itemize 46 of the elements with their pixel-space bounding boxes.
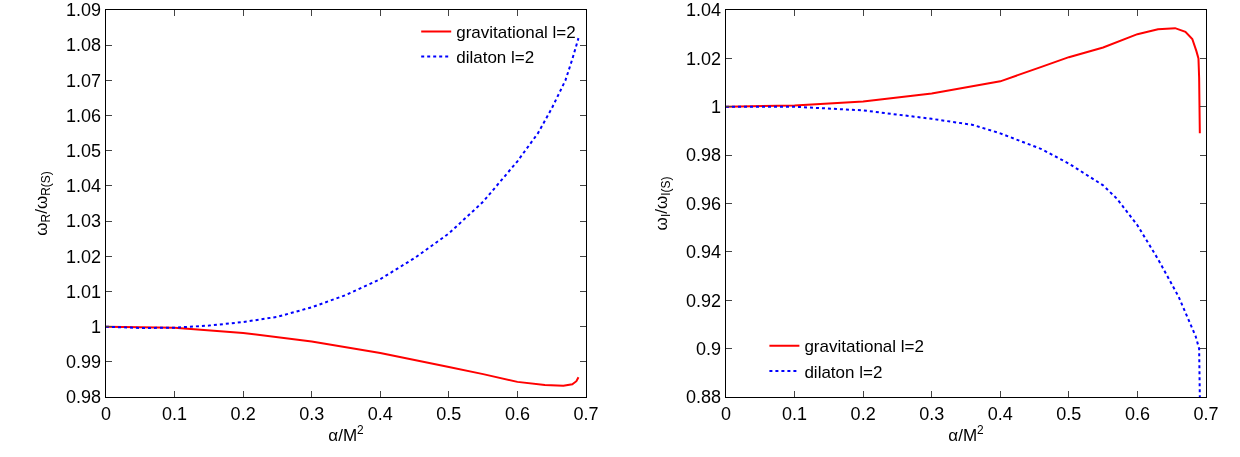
y-tick-label: 1.08	[66, 35, 102, 56]
x-tick-label: 0.5	[1056, 403, 1082, 424]
y-tick-label: 1.09	[66, 0, 102, 21]
y-tick-label: 1.03	[66, 211, 102, 232]
y-tick-label: 0.99	[66, 352, 102, 373]
y-tick-label: 0.94	[686, 242, 722, 263]
y-tick-label: 0.98	[66, 387, 102, 408]
x-axis-title: α/M$^{2}$	[948, 423, 985, 446]
y-tick-label: 1.06	[66, 105, 102, 126]
y-tick-label: 1.01	[66, 281, 102, 302]
legend-label: gravitational l=2	[456, 23, 576, 43]
x-tick-label: 0.5	[436, 403, 462, 424]
y-tick-label: 0.92	[686, 290, 722, 311]
line-series	[726, 105, 1201, 397]
x-tick-label: 0.4	[367, 403, 393, 424]
x-tick-label: 0.1	[162, 403, 188, 424]
x-tick-label: 0.2	[230, 403, 256, 424]
y-tick-label: 1.07	[66, 70, 102, 91]
x-tick-label: 0.3	[299, 403, 325, 424]
y-tick-label: 1.04	[686, 0, 722, 21]
x-tick-label: 0.4	[987, 403, 1013, 424]
legend-label: dilaton l=2	[804, 362, 883, 382]
x-tick-label: 0.7	[1193, 403, 1219, 424]
x-tick-label: 0.7	[573, 403, 599, 424]
y-tick-label: 1.02	[686, 48, 722, 69]
y-tick-label: 1	[711, 97, 722, 118]
x-tick-label: 0.3	[919, 403, 945, 424]
x-tick-label: 0.6	[504, 403, 530, 424]
y-tick-label: 0.98	[686, 145, 722, 166]
y-tick-label: 1	[91, 316, 102, 337]
x-tick-label: 0	[720, 403, 732, 424]
x-axis-title: α/M$^{2}$	[328, 423, 365, 446]
legend-label: dilaton l=2	[456, 48, 535, 68]
y-tick-label: 0.88	[686, 387, 722, 408]
y-tick-label: 0.96	[686, 193, 722, 214]
x-tick-label: 0	[100, 403, 112, 424]
legend-label: gravitational l=2	[804, 337, 924, 357]
line-series	[106, 325, 580, 387]
y-tick-label: 0.9	[696, 338, 722, 359]
x-tick-label: 0.1	[782, 403, 808, 424]
x-tick-label: 0.2	[850, 403, 876, 424]
x-tick-label: 0.6	[1124, 403, 1150, 424]
y-tick-label: 1.05	[66, 141, 102, 162]
y-tick-label: 1.02	[66, 246, 102, 267]
y-tick-label: 1.04	[66, 176, 102, 197]
line-series	[726, 27, 1201, 135]
